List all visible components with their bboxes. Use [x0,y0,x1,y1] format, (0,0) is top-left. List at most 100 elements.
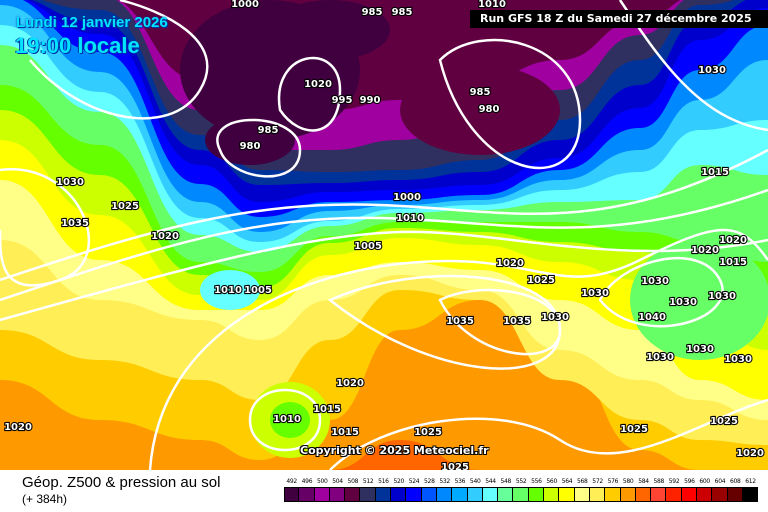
isobar-label: 1035 [61,218,89,229]
isobar [248,388,322,452]
isobar-label: 1030 [56,177,84,188]
isobar-label: 1010 [273,414,301,425]
legend-item: 520 [391,478,407,502]
legend-item: 592 [666,478,682,502]
legend-item: 496 [299,478,315,502]
isobar [277,56,342,132]
legend-item: 584 [635,478,652,502]
isobar-label: 1025 [111,201,139,212]
legend-label: 604 [714,478,726,485]
isobar-label: 1020 [151,231,179,242]
forecast-date: Lundi 12 janvier 2026 [16,14,168,31]
footer: Géop. Z500 & pression au sol (+ 384h) 49… [0,470,768,512]
legend-label: 492 [286,478,297,485]
forecast-lead-time: (+ 384h) [22,492,68,506]
isobar [29,0,209,120]
isobar [438,38,582,170]
legend-label: 524 [408,478,420,485]
legend-item: 556 [528,478,545,502]
legend-item: 612 [742,478,759,502]
legend-label: 612 [745,478,756,485]
legend-item: 580 [620,478,636,502]
legend-item: 576 [605,478,621,502]
legend-label: 584 [638,478,649,485]
legend-label: 548 [500,478,512,485]
isobar-label: 1030 [708,291,736,302]
legend-item: 544 [482,478,499,502]
legend-label: 568 [577,478,588,485]
legend-swatch [574,487,590,502]
legend-label: 508 [347,478,359,485]
legend-swatch [467,487,483,502]
isobar-label: 985 [362,7,383,18]
legend-label: 588 [653,478,665,485]
legend-swatch [697,487,713,502]
legend-item: 540 [467,478,483,502]
isobar-label: 1040 [638,312,666,323]
legend-swatch [314,487,330,502]
isobar-label: 985 [470,87,491,98]
legend-label: 600 [699,478,710,485]
legend-swatch [452,487,468,502]
legend-swatch [482,487,499,502]
isobar-label: 1010 [214,285,242,296]
legend-item: 516 [375,478,392,502]
legend-item: 560 [544,478,560,502]
isobar [0,230,768,322]
isobar-label: 1020 [336,378,364,389]
geopotential-fills [0,0,768,470]
legend-swatch [406,487,422,502]
isobar-label: 1025 [620,424,648,435]
legend-item: 532 [436,478,453,502]
legend-swatch [651,487,667,502]
legend-item: 552 [513,478,529,502]
isobar [216,118,302,178]
legend-swatch [284,487,300,502]
isobar [598,257,724,328]
geopotential-cell [270,402,310,438]
legend-item: 568 [574,478,590,502]
legend-item: 608 [727,478,743,502]
legend-item: 572 [589,478,606,502]
legend-label: 552 [515,478,527,485]
legend-label: 504 [332,478,343,485]
isobar-label: 985 [258,125,279,136]
legend-item: 596 [681,478,698,502]
legend-label: 528 [424,478,435,485]
isobar-label: 1035 [446,316,474,327]
low-core [400,65,560,155]
isobar-label: 980 [240,141,261,152]
isobar-label: 1025 [710,416,738,427]
isobar-label: 1030 [724,354,752,365]
isobar-label: 990 [360,95,381,106]
legend-item: 524 [406,478,422,502]
legend-item: 512 [360,478,376,502]
legend-swatch [666,487,682,502]
isobar [0,168,91,287]
isobar-label: 1010 [478,0,506,10]
map-title: Géop. Z500 & pression au sol [22,474,221,491]
legend-label: 572 [592,478,603,485]
legend-label: 564 [561,478,573,485]
isobar-lines [0,0,768,470]
isobar [0,148,768,282]
legend-swatch [635,487,652,502]
legend-item: 536 [452,478,468,502]
isobar-label: 1015 [331,427,359,438]
legend-swatch [360,487,376,502]
forecast-time: 19:00 locale [15,33,140,58]
model-run-banner: Run GFS 18 Z du Samedi 27 décembre 2025 [470,10,768,28]
legend-item: 548 [498,478,514,502]
legend-swatch [299,487,315,502]
isobar-label: 1020 [691,245,719,256]
legend-swatch [421,487,437,502]
isobar-label: 1015 [701,167,729,178]
isobar-label: 1030 [698,65,726,76]
legend-label: 596 [684,478,695,485]
legend-item: 508 [345,478,361,502]
legend-label: 580 [622,478,634,485]
legend-swatch [391,487,407,502]
